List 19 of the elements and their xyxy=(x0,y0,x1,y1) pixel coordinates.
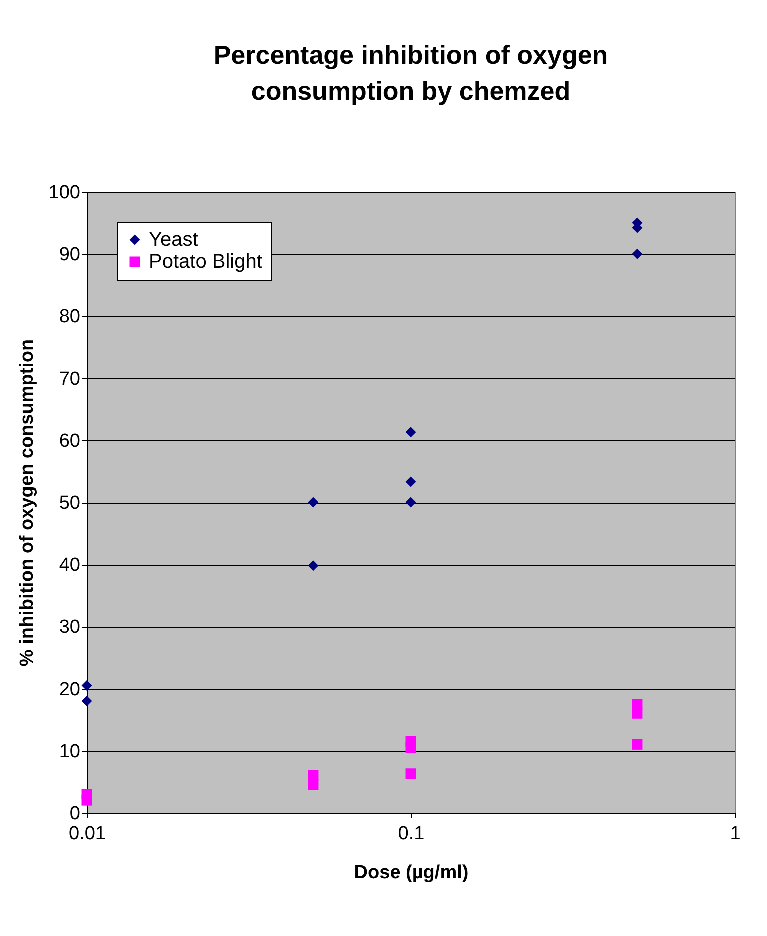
y-tick-label: 50 xyxy=(59,493,80,514)
y-tick-label: 100 xyxy=(48,182,80,204)
y-tick-label: 60 xyxy=(59,430,80,452)
legend-label: Potato Blight xyxy=(149,251,263,273)
y-tick-label: 80 xyxy=(59,306,80,328)
legend-label: Yeast xyxy=(149,229,199,251)
x-tick-label: 0.1 xyxy=(398,824,425,844)
y-tick-label: 10 xyxy=(59,741,80,762)
chart-title: Percentage inhibition of oxygen consumption by chemzed xyxy=(214,40,608,106)
y-axis-title: % inhibition of oxygen consumption xyxy=(16,339,38,667)
y-tick-label: 70 xyxy=(59,368,80,390)
x-axis-title: Dose (µg/ml) xyxy=(354,862,469,884)
y-tick-label: 20 xyxy=(59,679,80,700)
y-tick-label: 30 xyxy=(59,617,80,638)
x-tick-label: 0.01 xyxy=(69,824,106,844)
x-tick-label: 1 xyxy=(730,824,741,844)
y-tick-label: 40 xyxy=(59,555,80,576)
y-tick-label: 0 xyxy=(70,804,80,824)
y-tick-label: 90 xyxy=(59,244,80,266)
